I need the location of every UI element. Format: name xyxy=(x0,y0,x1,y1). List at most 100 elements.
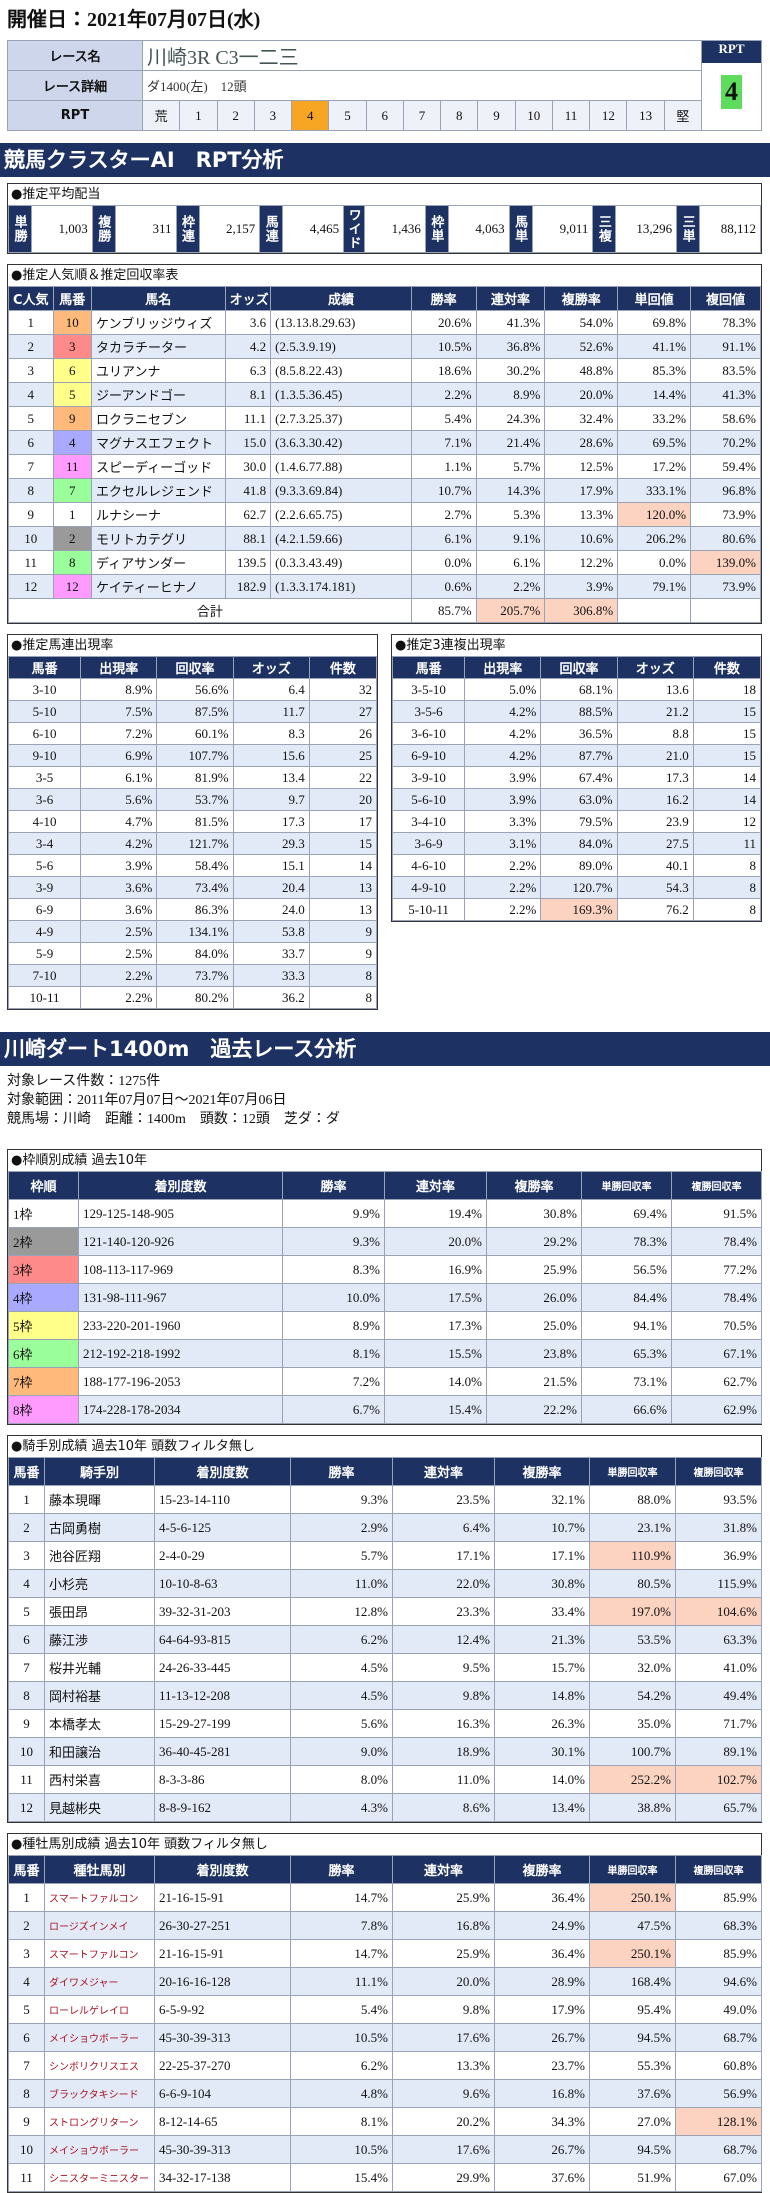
row: 6-9-10 4.2% 87.7% 21.0 15 xyxy=(391,744,762,767)
row: 3-4 4.2% 121.7% 29.3 15 xyxy=(7,832,378,855)
cell: 17.1% xyxy=(494,1541,590,1570)
cell: 78.4% xyxy=(671,1283,762,1312)
header-cell: 着別度数 xyxy=(154,1457,291,1486)
cell: 6.3 xyxy=(224,358,272,383)
cell: 134.1% xyxy=(156,920,234,943)
cell: 5-9 xyxy=(7,942,82,965)
cell: 14 xyxy=(308,854,378,877)
cell: 94.5% xyxy=(589,2135,676,2164)
rpt-scale-cell: 3 xyxy=(253,100,293,131)
row: 1 スマートファルコン 21-16-15-91 14.7% 25.9% 36.4% 250.… xyxy=(8,1883,762,1912)
cell: 15.1 xyxy=(232,854,310,877)
cell: 8.9% xyxy=(282,1311,385,1340)
cell: 6-9 xyxy=(7,898,82,921)
label: レース名 xyxy=(7,40,143,71)
cell: 8.1% xyxy=(282,1339,385,1368)
row: 8 7 エクセルレジェンド 41.8 (9.3.3.69.84) 10.7% 14.3% 17… xyxy=(8,478,761,503)
rpt-scale-cell: 11 xyxy=(551,100,591,131)
cell: 79.1% xyxy=(617,574,692,599)
row: 1枠 129-125-148-905 9.9% 19.4% 30.8% 69.4% 91.5… xyxy=(8,1199,762,1228)
cell: 5 xyxy=(8,406,54,431)
cell: (2.5.3.9.19) xyxy=(270,334,412,359)
cell: 8枠 xyxy=(8,1395,79,1424)
header-cell: 騎手別 xyxy=(44,1457,155,1486)
cell: 139.0% xyxy=(690,550,761,575)
cell: 66.6% xyxy=(581,1395,672,1424)
cell: 108-113-117-969 xyxy=(78,1255,283,1284)
cell: 9 xyxy=(8,1709,45,1738)
header-cell: 馬番 xyxy=(8,1457,45,1486)
cell: 121-140-120-926 xyxy=(78,1227,283,1256)
cell: 4.5% xyxy=(290,1681,393,1710)
header-cell: 枠順 xyxy=(8,1171,79,1200)
cell: 26-30-27-251 xyxy=(154,1911,291,1940)
cell: 9 xyxy=(52,406,92,431)
cell: 67.1% xyxy=(671,1339,762,1368)
cell: 29.3 xyxy=(232,832,310,855)
cell: 26.3% xyxy=(494,1709,590,1738)
cell: 78.3% xyxy=(690,310,761,335)
cell: 49.0% xyxy=(675,1995,762,2024)
cell: 22.0% xyxy=(392,1569,495,1598)
cell: 6 xyxy=(8,1625,45,1654)
header-row: 馬番 種牡馬別 着別度数 勝率 連対率 複勝率 単勝回収率 複勝回収率 xyxy=(8,1855,762,1884)
row: 4-9-10 2.2% 120.7% 54.3 8 xyxy=(391,876,762,899)
label: レース詳細 xyxy=(7,70,143,101)
cell: 8.3% xyxy=(282,1255,385,1284)
cell: 9.3% xyxy=(290,1485,393,1514)
header-cell: 出現率 xyxy=(80,656,158,679)
row: 3-9-10 3.9% 67.4% 17.3 14 xyxy=(391,766,762,789)
cell: 1 xyxy=(8,1883,45,1912)
cell: 128.1% xyxy=(675,2107,762,2136)
cell: (1.4.6.77.88) xyxy=(270,454,412,479)
cell: 11 xyxy=(8,1765,45,1794)
cell: スマートファルコン xyxy=(44,1883,155,1912)
cell: 67.0% xyxy=(675,2163,762,2192)
cell: 23.7% xyxy=(494,2051,590,2080)
cell: スマートファルコン xyxy=(44,1939,155,1968)
cell: 6.1% xyxy=(410,526,477,551)
row: 5-6 3.9% 58.4% 15.1 14 xyxy=(7,854,378,877)
cell: 34.3% xyxy=(494,2107,590,2136)
rpt-value: 4 xyxy=(721,75,742,109)
rpt-scale-cell: 荒 xyxy=(141,100,181,131)
cell: 8 xyxy=(8,1681,45,1710)
cell: 70.2% xyxy=(690,430,761,455)
cell: 23.5% xyxy=(392,1485,495,1514)
cell: 85.9% xyxy=(675,1883,762,1912)
cell: 81.5% xyxy=(156,810,234,833)
payout-value: 2,157 xyxy=(198,205,261,253)
cell: 9.8% xyxy=(392,1995,495,2024)
header-cell: 複勝率 xyxy=(544,286,619,311)
cell: 8-12-14-65 xyxy=(154,2107,291,2136)
cell: 58.6% xyxy=(690,406,761,431)
cell: 131-98-111-967 xyxy=(78,1283,283,1312)
cell: 16.8% xyxy=(494,2079,590,2108)
cell: 1.1% xyxy=(410,454,477,479)
cell: 96.8% xyxy=(690,478,761,503)
box-title: ●推定人気順＆推定回収率表 xyxy=(11,268,179,283)
cell: (3.6.3.30.42) xyxy=(270,430,412,455)
cell: 10 xyxy=(8,526,54,551)
cell: 1 xyxy=(52,502,92,527)
cell: 2 xyxy=(8,334,54,359)
data-table: 馬番 出現率 回収率 オッズ 件数 3-5-10 5.0% 68.1% 13.6 18 3-5-6 4… xyxy=(391,656,762,921)
cell: 0.0% xyxy=(410,550,477,575)
header-cell: 複勝回収率 xyxy=(675,1855,762,1884)
header-cell: 着別度数 xyxy=(154,1855,291,1884)
row: 11 西村栄喜 8-3-3-86 8.0% 11.0% 14.0% 252.2% 102.7% xyxy=(8,1765,762,1794)
cell: 84.0% xyxy=(540,832,618,855)
cell: 206.2% xyxy=(617,526,692,551)
cell: 53.7% xyxy=(156,788,234,811)
cell: 65.7% xyxy=(675,1793,762,1822)
cell: 12.4% xyxy=(392,1625,495,1654)
cell: ロージズインメイ xyxy=(44,1911,155,1940)
header-row: C人気 馬番 馬名 オッズ 成績 勝率 連対率 複勝率 単回値 複回値 xyxy=(8,286,761,311)
info-line: 競馬場：川崎 距離：1400m 頭数：12頭 芝ダ：ダ xyxy=(7,1112,340,1127)
cell: 17.1% xyxy=(392,1541,495,1570)
cell: 11 xyxy=(8,550,54,575)
cell: 49.4% xyxy=(675,1681,762,1710)
cell: 6-5-9-92 xyxy=(154,1995,291,2024)
header-cell: 複勝回収率 xyxy=(675,1457,762,1486)
total-row: 合計 85.7% 205.7% 306.8% xyxy=(8,598,761,623)
